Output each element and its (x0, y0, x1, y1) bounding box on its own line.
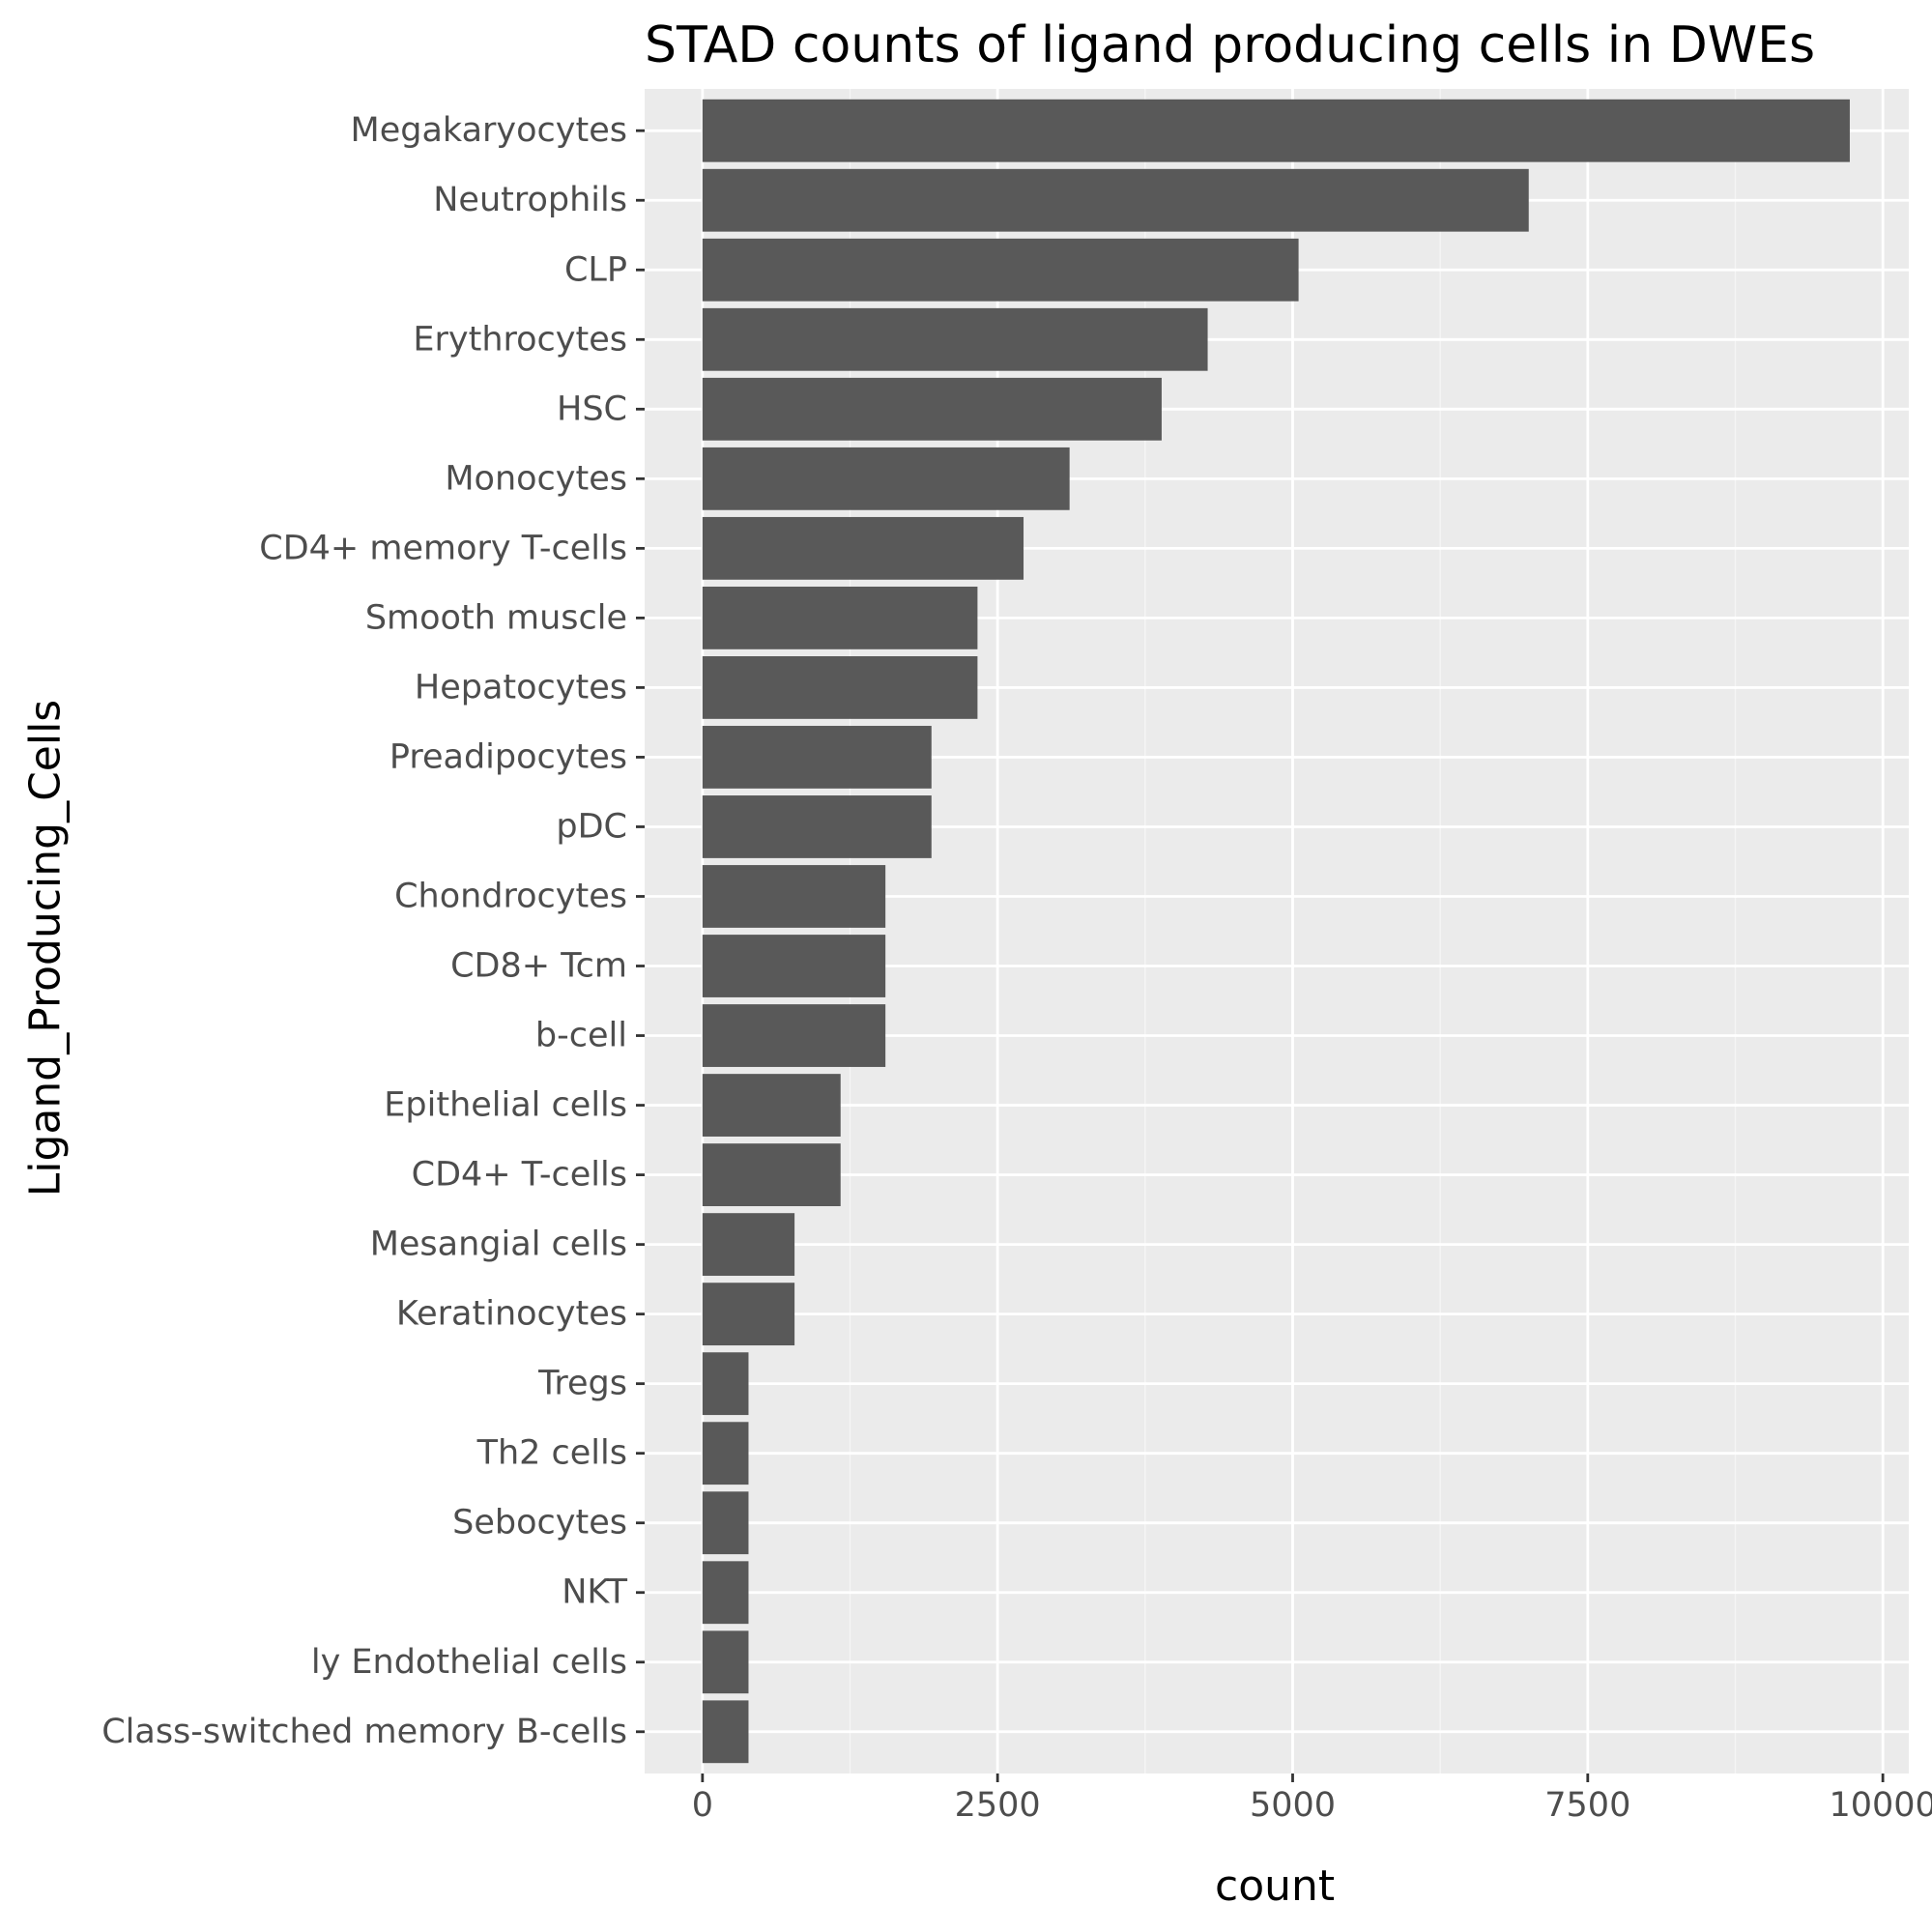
x-axis-title: count (1215, 1861, 1336, 1911)
y-tick-label: Chondrocytes (394, 877, 627, 915)
y-tick-label: CLP (564, 250, 627, 289)
y-tick-label: HSC (557, 389, 627, 428)
bar (702, 307, 1208, 371)
bar (702, 168, 1529, 232)
bar (702, 1422, 749, 1485)
bar (702, 447, 1070, 510)
x-tick-label: 2500 (955, 1786, 1041, 1825)
bar (702, 935, 886, 997)
y-tick-label: Tregs (537, 1365, 627, 1403)
y-tick-label: Erythrocytes (413, 320, 627, 359)
y-tick-label: CD4+ T-cells (412, 1156, 627, 1195)
bar (702, 656, 978, 719)
y-tick-label: Smooth muscle (365, 598, 627, 637)
bar (702, 377, 1162, 441)
y-tick-label: Epithelial cells (384, 1086, 627, 1125)
y-tick-label: b-cell (535, 1017, 627, 1055)
y-tick-label: Neutrophils (433, 181, 627, 219)
y-tick-label: Megakaryocytes (351, 111, 627, 150)
bar (702, 1561, 749, 1625)
y-tick-label: Monocytes (445, 459, 627, 498)
bar (702, 1700, 749, 1764)
x-tick-label: 10000 (1829, 1786, 1932, 1825)
y-tick-label: Sebocytes (452, 1504, 627, 1543)
chart-title: STAD counts of ligand producing cells in… (645, 16, 1816, 74)
bar (702, 795, 932, 858)
y-tick-label: Keratinocytes (396, 1295, 627, 1334)
y-tick-label: Hepatocytes (415, 668, 627, 706)
y-tick-label: Mesangial cells (370, 1226, 627, 1264)
bar (702, 1143, 841, 1206)
y-tick-label: Th2 cells (476, 1434, 627, 1473)
bar (702, 1213, 795, 1277)
y-tick-label: Class-switched memory B-cells (101, 1713, 627, 1751)
bar (702, 865, 886, 928)
bar (702, 1074, 841, 1137)
y-tick-label: Preadipocytes (389, 737, 627, 776)
x-tick-label: 5000 (1250, 1786, 1336, 1825)
y-tick-label: NKT (562, 1573, 627, 1612)
bar (702, 1004, 886, 1067)
x-tick-label: 0 (692, 1786, 713, 1825)
bar (702, 1491, 749, 1555)
bar (702, 99, 1850, 162)
bar (702, 1630, 749, 1694)
y-tick-label: CD4+ memory T-cells (259, 529, 627, 567)
x-tick-label: 7500 (1544, 1786, 1630, 1825)
y-axis-title: Ligand_Producing_Cells (20, 699, 71, 1197)
bar (702, 238, 1299, 302)
bar (702, 1283, 795, 1346)
bar (702, 516, 1024, 580)
y-tick-label: pDC (556, 807, 627, 846)
bar (702, 1352, 749, 1416)
y-tick-label: ly Endothelial cells (311, 1643, 627, 1682)
bar (702, 586, 978, 649)
bar (702, 726, 932, 789)
y-tick-label: CD8+ Tcm (450, 947, 627, 986)
